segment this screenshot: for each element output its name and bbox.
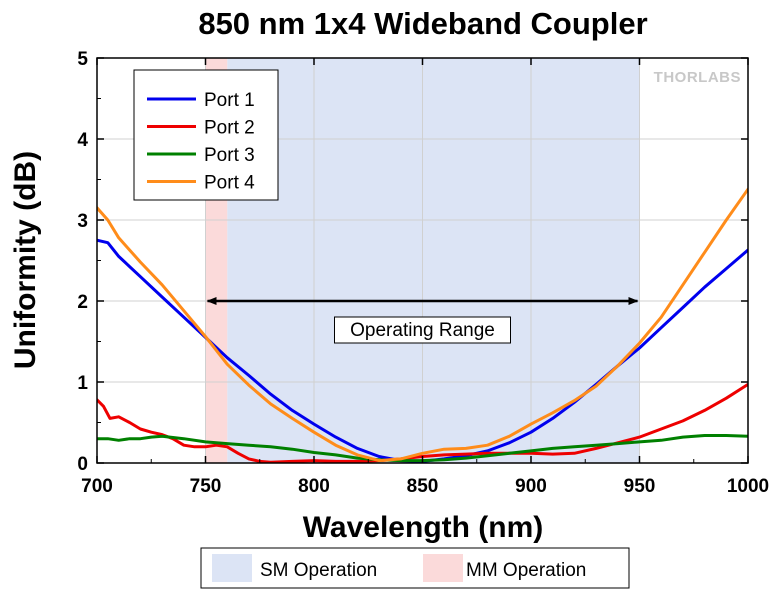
operating-range-annotation: Operating Range (206, 297, 639, 344)
x-tick-label: 850 (407, 476, 439, 497)
region-legend-swatch-sm-operation (212, 554, 252, 582)
legend-label-port-2: Port 2 (204, 118, 255, 139)
region-layer (205, 58, 640, 463)
region-legend-box (200, 547, 630, 589)
x-tick-label: 950 (624, 476, 656, 497)
operating-range-box (334, 316, 511, 344)
region-sm-operation (227, 58, 640, 463)
y-axis-ticks: 0 1 2 3 4 5 (77, 49, 748, 475)
x-axis-ticks: 700 750 800 850 900 950 1000 (81, 58, 769, 497)
x-tick-label: 700 (81, 476, 113, 497)
brand-watermark: THORLABS (654, 69, 741, 86)
series-line-port-4 (97, 187, 748, 463)
y-axis-label: Uniformity (dB) (9, 151, 42, 369)
y-tick-label: 3 (77, 211, 88, 232)
legend: Port 1 Port 2 Port 3 Port 4 (133, 69, 279, 201)
x-tick-label: 800 (298, 476, 330, 497)
y-tick-label: 5 (77, 49, 88, 70)
series-layer (97, 187, 748, 463)
chart-title: 850 nm 1x4 Wideband Coupler (198, 6, 647, 41)
y-tick-label: 4 (77, 130, 88, 151)
y-tick-label: 2 (77, 292, 88, 313)
legend-label-port-3: Port 3 (204, 145, 255, 166)
x-tick-label: 1000 (727, 476, 769, 497)
x-tick-label: 750 (190, 476, 222, 497)
operating-range-label: Operating Range (350, 320, 495, 341)
legend-box (133, 69, 279, 201)
x-axis-label: Wavelength (nm) (303, 511, 544, 544)
region-legend-label-sm-operation: SM Operation (260, 560, 377, 581)
y-tick-label: 0 (77, 454, 88, 475)
x-tick-label: 900 (515, 476, 547, 497)
region-legend-swatch-mm-operation (423, 554, 463, 582)
region-legend: SM Operation MM Operation (200, 547, 630, 589)
y-tick-label: 1 (77, 373, 88, 394)
legend-label-port-1: Port 1 (204, 90, 255, 111)
legend-label-port-4: Port 4 (204, 173, 255, 194)
region-legend-label-mm-operation: MM Operation (466, 560, 586, 581)
